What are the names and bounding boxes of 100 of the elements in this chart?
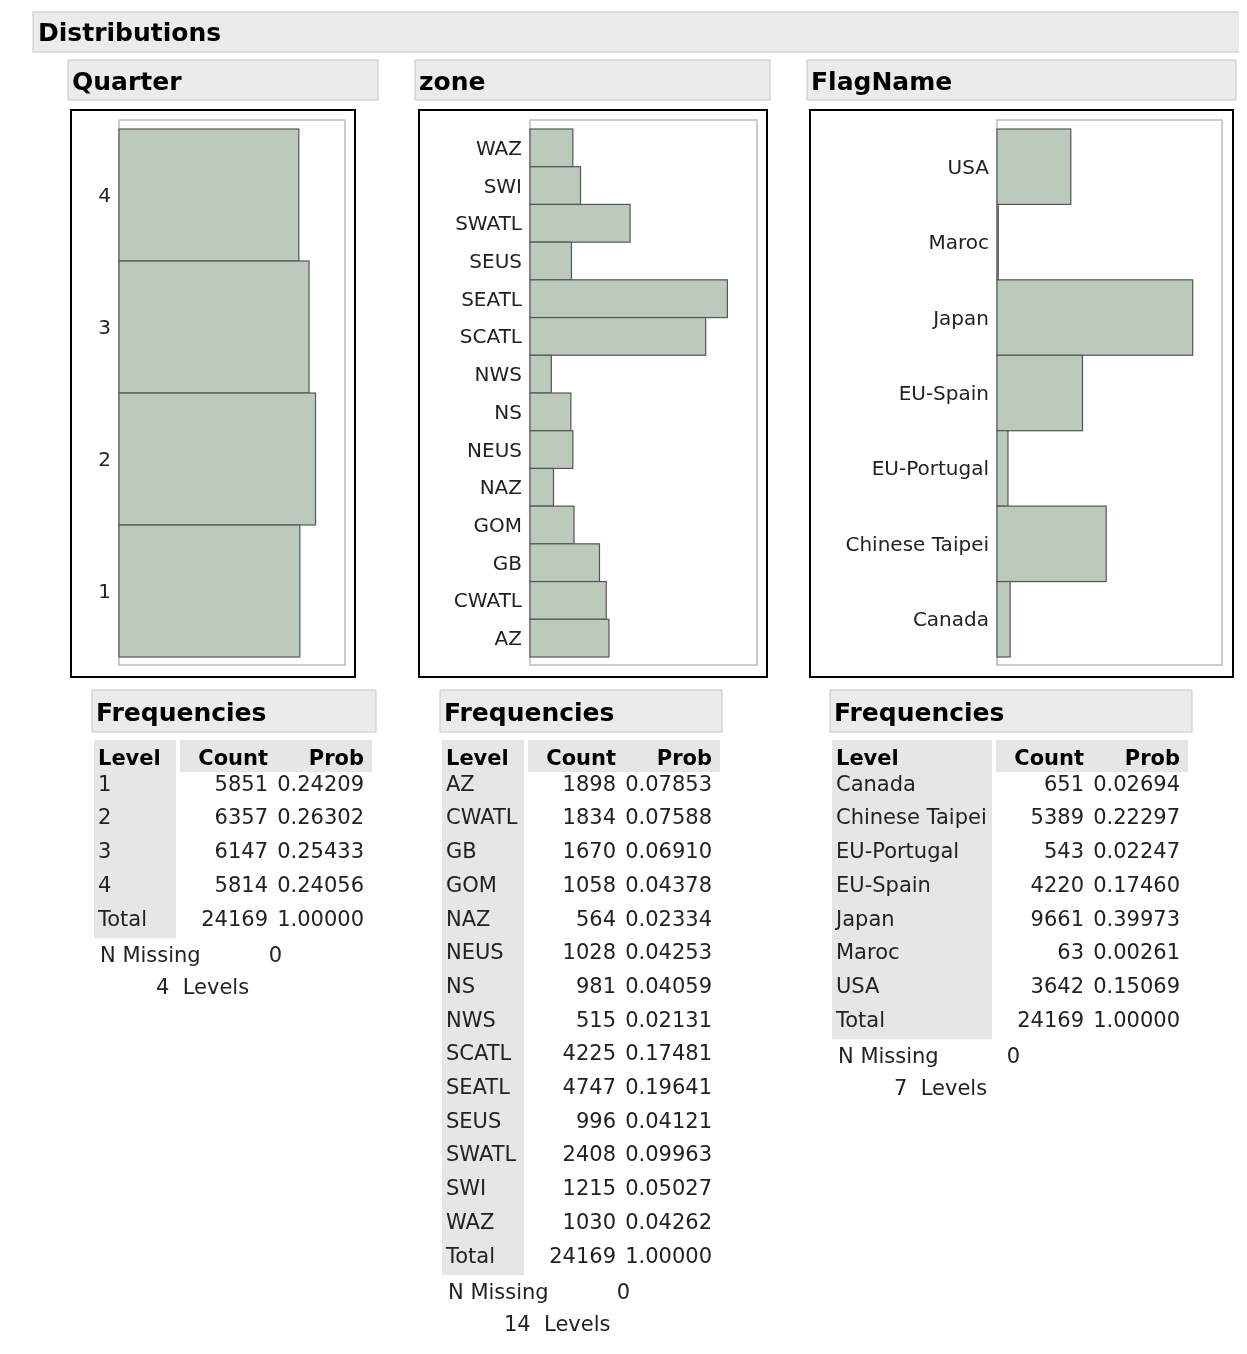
text: 1058 (562, 872, 616, 897)
y-tick-label: NEUS (467, 437, 522, 462)
text: 0.00261 (1093, 940, 1180, 965)
y-tick-label: USA (947, 154, 990, 179)
text: 0.26302 (277, 805, 364, 830)
text: 0.07853 (625, 771, 712, 796)
y-tick-label: WAZ (475, 135, 522, 160)
text: N Missing (448, 1279, 549, 1304)
text: 1834 (562, 805, 616, 830)
text: 564 (575, 906, 616, 931)
text: 0 (268, 942, 282, 967)
y-tick-label: 2 (98, 447, 111, 471)
text: 5851 (214, 771, 268, 796)
y-tick-label: Chinese Taipei (845, 531, 989, 556)
text: 0.02334 (625, 906, 712, 931)
y-tick-label: NWS (474, 362, 522, 387)
text: 0.25433 (277, 839, 364, 864)
y-tick-label: SEATL (461, 286, 523, 311)
y-tick-label: AZ (494, 626, 522, 651)
text: Level (98, 746, 161, 770)
y-tick-label: NS (494, 399, 522, 424)
chart-title: Quarter (72, 67, 183, 96)
text: Level (836, 746, 899, 770)
text: 0 (1006, 1043, 1020, 1068)
y-tick-label: SCATL (459, 324, 523, 349)
text: Prob (656, 746, 712, 770)
text: Frequencies (96, 698, 267, 727)
text: 996 (575, 1108, 616, 1133)
category-label: Japan (836, 906, 895, 931)
text: 1028 (562, 940, 616, 965)
category-label: USA (836, 973, 880, 998)
text: 6357 (214, 805, 268, 830)
y-tick-label: SWATL (455, 211, 523, 236)
category-label: Canada (836, 771, 916, 796)
text: 1670 (562, 839, 616, 864)
text: Count (546, 746, 616, 770)
text: Total (97, 906, 148, 931)
text: 0.02247 (1093, 839, 1180, 864)
text: 0.04378 (625, 872, 712, 897)
text: 0.17481 (625, 1041, 712, 1066)
text: Frequencies (834, 698, 1005, 727)
text: 0.15069 (1093, 973, 1180, 998)
text: Distributions (38, 18, 222, 47)
text: 6147 (214, 839, 268, 864)
text: 0.04059 (625, 973, 712, 998)
y-tick-label: GB (492, 550, 522, 575)
y-tick-label: Canada (912, 607, 989, 632)
text: 14 Levels (504, 1311, 611, 1336)
text: 543 (1043, 839, 1084, 864)
y-tick-label: SEUS (469, 249, 522, 273)
text: 0.24056 (277, 872, 364, 897)
text: 0.09963 (625, 1142, 712, 1167)
text: 0 (616, 1279, 630, 1304)
text: 0.05027 (625, 1176, 712, 1201)
text: 5814 (214, 872, 268, 897)
text: 0.17460 (1093, 872, 1180, 897)
y-tick-label: EU-Portugal (871, 456, 989, 481)
text: Prob (1124, 746, 1180, 770)
text: 4747 (562, 1075, 616, 1099)
text: 0.04262 (625, 1209, 712, 1234)
text: 5389 (1030, 805, 1084, 830)
category-label: EU-Portugal (836, 839, 960, 864)
text: 0.19641 (625, 1075, 712, 1099)
text: 651 (1043, 771, 1084, 796)
text: 0.24209 (277, 771, 364, 796)
text: 7 Levels (894, 1075, 988, 1100)
y-tick-label: 4 (98, 183, 111, 207)
text: 4225 (562, 1041, 616, 1066)
y-tick-label: 1 (98, 579, 111, 603)
text: 63 (1057, 940, 1084, 965)
text: Total (445, 1243, 496, 1268)
text: 4 Levels (156, 974, 250, 999)
y-tick-label: 3 (98, 315, 111, 339)
y-tick-label: EU-Spain (898, 381, 989, 405)
text: 24169 (549, 1243, 616, 1268)
text: 981 (575, 973, 616, 998)
text: 0.07588 (625, 805, 712, 830)
text: 0.02694 (1093, 771, 1180, 796)
chart-title: FlagName (811, 67, 953, 96)
text: 3642 (1030, 973, 1084, 998)
text: 0.04253 (625, 940, 712, 965)
text: 9661 (1030, 906, 1084, 931)
y-tick-label: GOM (473, 513, 522, 537)
text: Level (446, 746, 509, 770)
y-tick-label: SWI (483, 173, 522, 198)
text: Total (835, 1007, 886, 1032)
text: 1.00000 (625, 1243, 712, 1268)
text: N Missing (100, 942, 201, 967)
text: Prob (308, 746, 364, 770)
text: 2408 (562, 1142, 616, 1167)
text: 1898 (562, 771, 616, 796)
y-tick-label: Maroc (928, 230, 989, 255)
category-label: EU-Spain (836, 872, 931, 897)
text: 0.04121 (625, 1108, 712, 1133)
text: 1215 (562, 1176, 616, 1201)
text: 515 (575, 1007, 616, 1032)
text: 1.00000 (1093, 1007, 1180, 1032)
y-tick-label: Japan (931, 305, 989, 330)
chart-title: zone (419, 67, 486, 96)
text: 24169 (1017, 1007, 1084, 1032)
